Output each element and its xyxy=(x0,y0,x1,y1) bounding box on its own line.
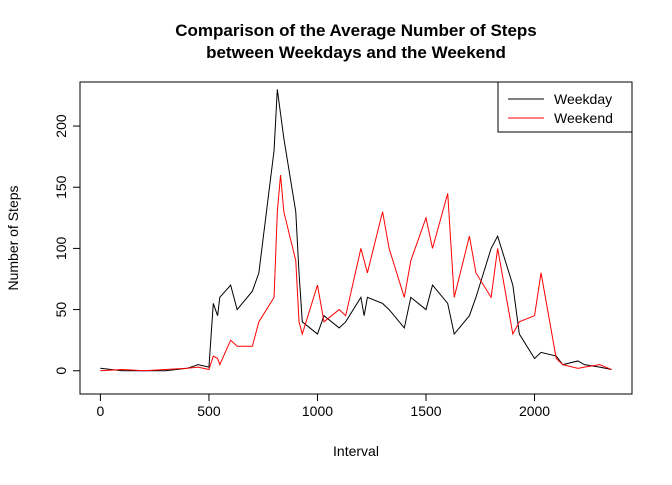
y-tick-label: 0 xyxy=(53,367,69,375)
chart-subtitle: between Weekdays and the Weekend xyxy=(206,43,506,62)
x-tick-label: 500 xyxy=(197,403,221,419)
x-axis-label: Interval xyxy=(333,443,379,459)
series-line xyxy=(100,174,612,372)
y-tick-label: 200 xyxy=(53,114,69,138)
y-tick-label: 50 xyxy=(53,302,69,318)
y-tick-label: 100 xyxy=(53,237,69,261)
chart-title: Comparison of the Average Number of Step… xyxy=(175,21,536,40)
x-tick-label: 1500 xyxy=(410,403,441,419)
y-tick-label: 150 xyxy=(53,175,69,199)
series-line xyxy=(100,89,612,372)
x-tick-label: 1000 xyxy=(302,403,333,419)
legend-label: Weekday xyxy=(554,91,612,107)
x-tick-label: 2000 xyxy=(519,403,550,419)
legend-label: Weekend xyxy=(554,110,613,126)
y-axis-label: Number of Steps xyxy=(5,185,21,290)
x-tick-label: 0 xyxy=(97,403,105,419)
legend-box xyxy=(497,81,633,133)
